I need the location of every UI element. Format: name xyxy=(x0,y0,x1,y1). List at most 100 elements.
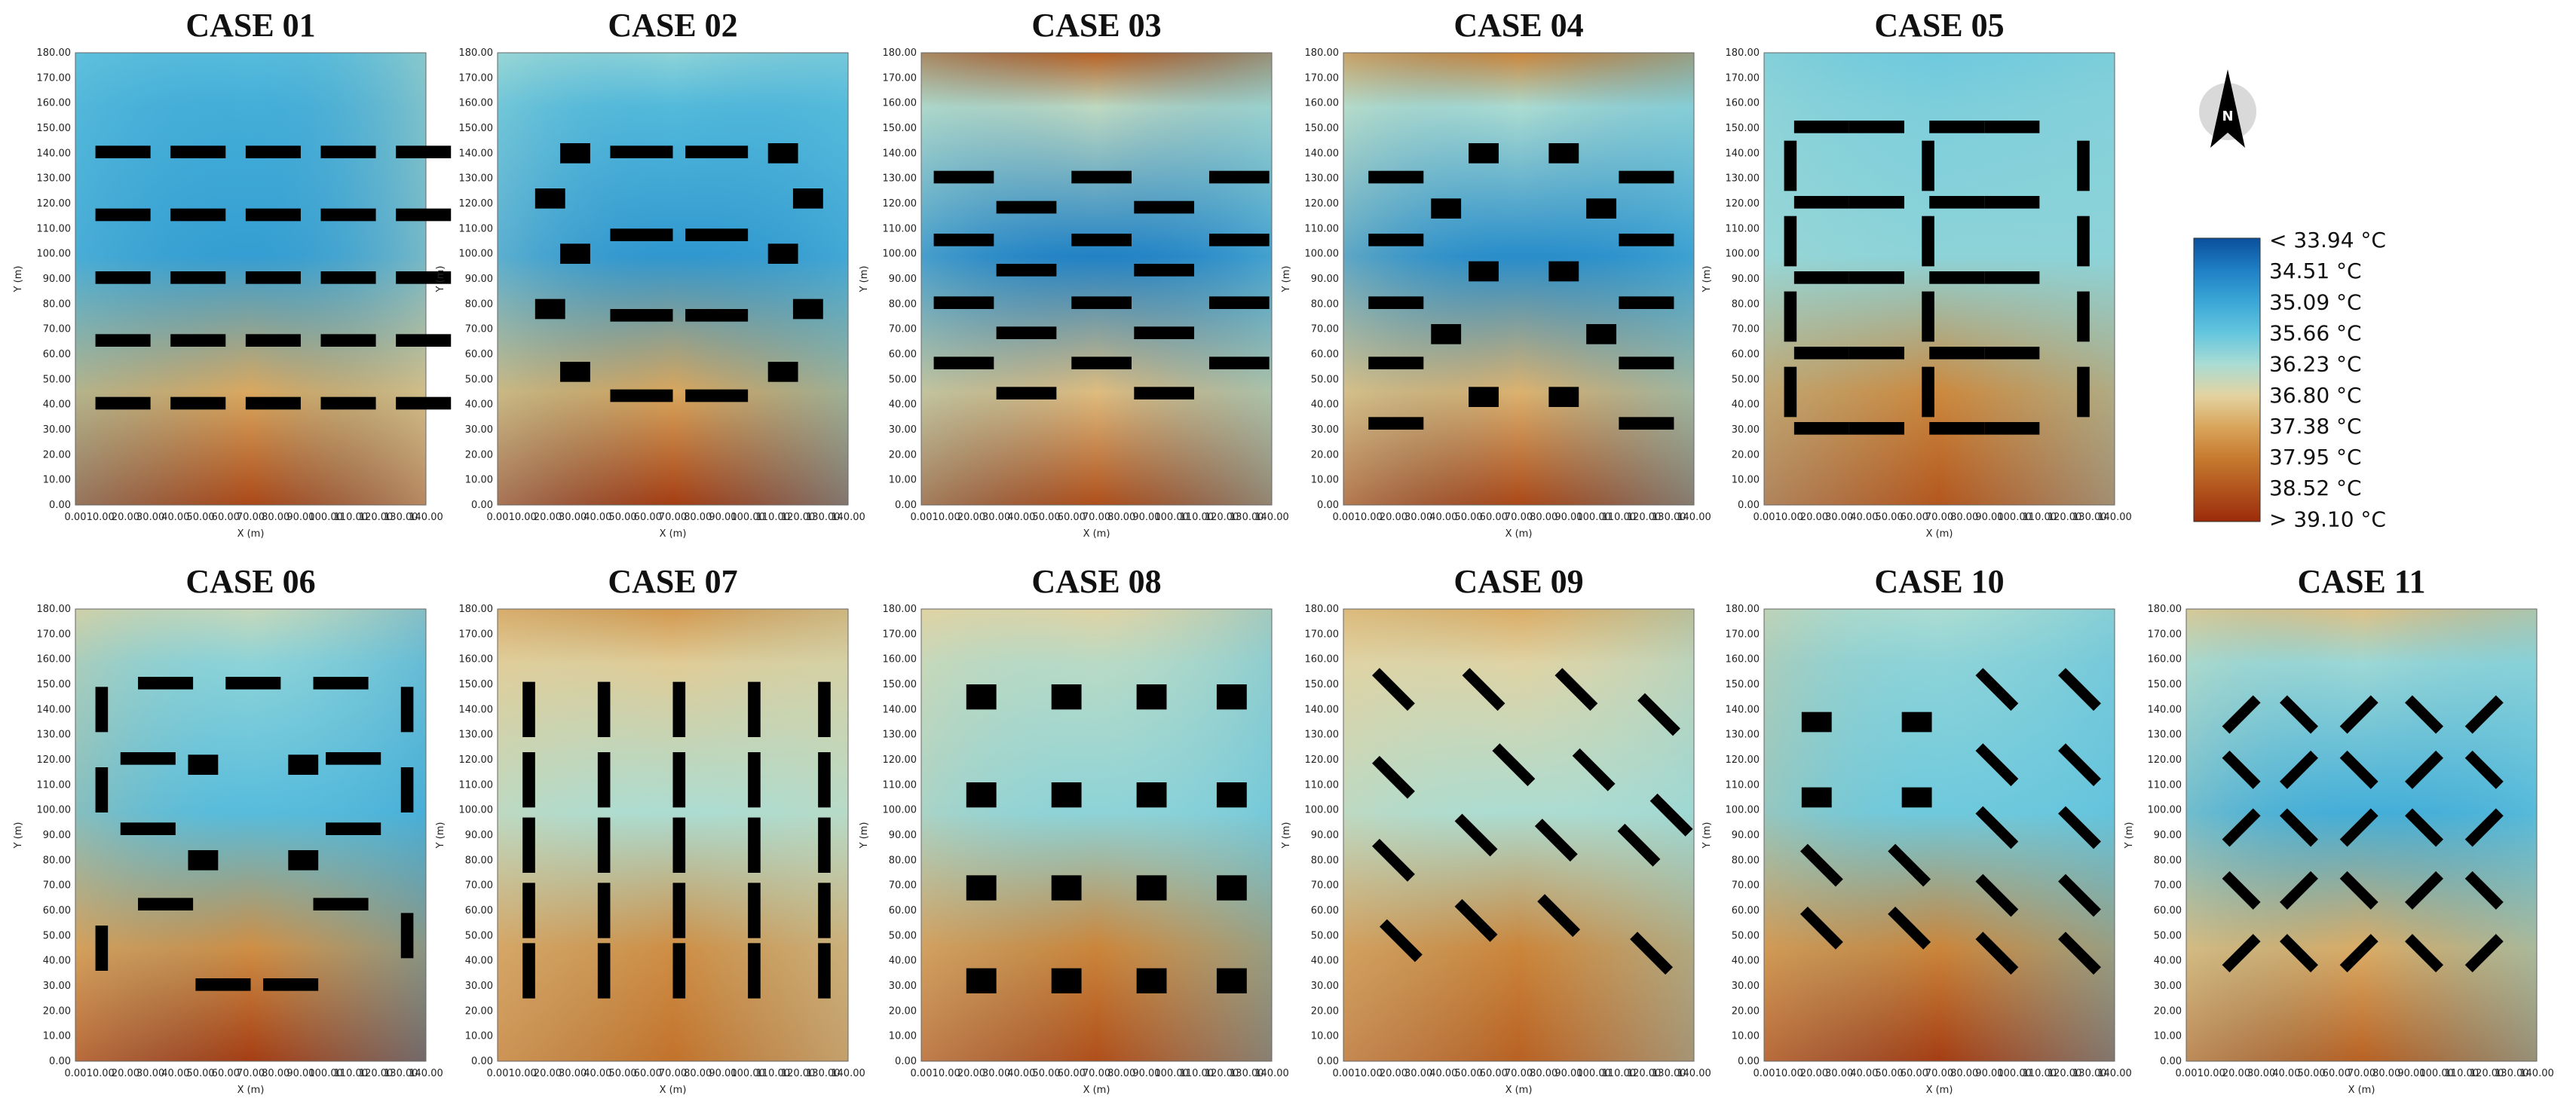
y-tick-label: 130.00 xyxy=(37,173,72,185)
x-axis-label: X (m) xyxy=(1505,528,1533,540)
y-tick-label: 60.00 xyxy=(1732,905,1760,917)
building xyxy=(1134,326,1195,339)
plot-frame xyxy=(497,608,849,1062)
y-tick-label: 50.00 xyxy=(1311,374,1339,385)
heatmap-panel: CASE 060.0010.0020.0030.0040.0050.0060.0… xyxy=(13,563,443,1096)
x-tick-label: 0.00 xyxy=(1333,1068,1355,1079)
legend-entry: < 33.94 °C xyxy=(2269,228,2386,252)
building xyxy=(597,883,611,938)
y-axis-label: Y (m) xyxy=(2124,822,2135,849)
building xyxy=(1619,234,1674,246)
y-tick-label: 90.00 xyxy=(1732,830,1760,841)
building xyxy=(522,817,535,873)
panel-title: CASE 04 xyxy=(1453,7,1583,44)
x-axis-label: X (m) xyxy=(1083,1085,1110,1096)
building xyxy=(534,298,565,320)
x-tick-label: 120.00 xyxy=(359,512,394,523)
building xyxy=(1208,170,1270,184)
building xyxy=(1368,170,1424,184)
x-tick-label: 20.00 xyxy=(957,512,985,523)
x-tick-label: 110.00 xyxy=(334,1068,369,1079)
plot-frame xyxy=(920,52,1273,506)
heatmap-panel: CASE 090.0010.0020.0030.0040.0050.0060.0… xyxy=(1281,563,1711,1096)
y-axis-label: Y (m) xyxy=(1702,266,1713,293)
y-axis-label: Y (m) xyxy=(859,266,870,293)
x-tick-label: 50.00 xyxy=(1875,512,1903,523)
x-tick-label: 40.00 xyxy=(1850,512,1878,523)
building xyxy=(672,752,686,808)
building xyxy=(1649,793,1693,837)
x-tick-label: 60.00 xyxy=(1480,512,1508,523)
building xyxy=(748,943,761,999)
building xyxy=(522,752,535,808)
x-axis-label: X (m) xyxy=(1505,1085,1533,1096)
x-tick-label: 90.00 xyxy=(709,1068,737,1079)
building xyxy=(400,687,414,733)
x-tick-label: 70.00 xyxy=(1505,512,1533,523)
heatmap-panel: CASE 030.0010.0020.0030.0040.0050.0060.0… xyxy=(859,7,1289,540)
x-tick-label: 0.00 xyxy=(1754,1068,1775,1079)
building xyxy=(1984,422,2040,435)
x-tick-label: 30.00 xyxy=(982,512,1010,523)
x-tick-label: 30.00 xyxy=(1404,512,1432,523)
x-tick-label: 60.00 xyxy=(1901,512,1928,523)
heatmap-panel: CASE 010.0010.0020.0030.0040.0050.0060.0… xyxy=(13,7,452,540)
y-tick-label: 80.00 xyxy=(465,298,493,310)
building xyxy=(1379,919,1423,962)
building xyxy=(1051,968,1082,993)
building xyxy=(2222,695,2261,734)
y-tick-label: 100.00 xyxy=(37,805,72,816)
y-tick-label: 60.00 xyxy=(43,905,71,917)
building xyxy=(2279,750,2318,789)
building xyxy=(1888,906,1931,950)
y-tick-label: 150.00 xyxy=(459,123,494,134)
x-tick-label: 30.00 xyxy=(559,512,587,523)
x-tick-label: 80.00 xyxy=(2372,1068,2400,1079)
building xyxy=(1922,140,1934,191)
panel-title: CASE 05 xyxy=(1874,7,2004,44)
building xyxy=(2222,808,2261,847)
building xyxy=(1134,264,1195,277)
x-tick-label: 50.00 xyxy=(1032,1068,1060,1079)
x-tick-label: 0.00 xyxy=(487,1068,509,1079)
building xyxy=(1984,271,2040,284)
y-tick-label: 0.00 xyxy=(895,500,917,511)
x-tick-label: 140.00 xyxy=(409,1068,443,1079)
y-tick-label: 90.00 xyxy=(889,274,917,285)
y-tick-label: 30.00 xyxy=(2154,981,2182,992)
building xyxy=(170,145,226,158)
y-tick-label: 60.00 xyxy=(43,349,71,360)
y-tick-label: 160.00 xyxy=(883,654,917,666)
y-tick-label: 100.00 xyxy=(459,805,494,816)
y-tick-label: 60.00 xyxy=(465,905,493,917)
x-tick-label: 140.00 xyxy=(409,512,443,523)
building xyxy=(767,243,798,264)
y-tick-label: 20.00 xyxy=(1732,1005,1760,1017)
heatmap-overlay xyxy=(498,53,848,505)
x-tick-label: 130.00 xyxy=(806,512,841,523)
legend-entry: 36.80 °C xyxy=(2269,383,2362,408)
building xyxy=(245,271,301,284)
x-axis-label: X (m) xyxy=(660,1085,687,1096)
building xyxy=(1371,838,1415,882)
x-tick-label: 140.00 xyxy=(1254,512,1289,523)
x-tick-label: 100.00 xyxy=(1576,1068,1611,1079)
building xyxy=(1208,357,1270,369)
building xyxy=(685,145,749,158)
x-tick-label: 140.00 xyxy=(2097,1068,2132,1079)
y-tick-label: 10.00 xyxy=(1732,1031,1760,1042)
y-tick-label: 70.00 xyxy=(1311,324,1339,335)
building xyxy=(1462,668,1505,711)
y-tick-label: 150.00 xyxy=(1305,679,1340,690)
x-tick-label: 90.00 xyxy=(1132,512,1160,523)
x-tick-label: 10.00 xyxy=(933,1068,960,1079)
y-axis-label: Y (m) xyxy=(435,822,446,849)
building xyxy=(1630,932,1673,975)
y-tick-label: 90.00 xyxy=(1311,830,1339,841)
x-tick-label: 20.00 xyxy=(1800,1068,1828,1079)
building xyxy=(1922,216,1934,267)
x-tick-label: 120.00 xyxy=(2048,1068,2082,1079)
building xyxy=(672,817,686,873)
building xyxy=(1929,271,1985,284)
plot-frame xyxy=(2185,608,2538,1062)
